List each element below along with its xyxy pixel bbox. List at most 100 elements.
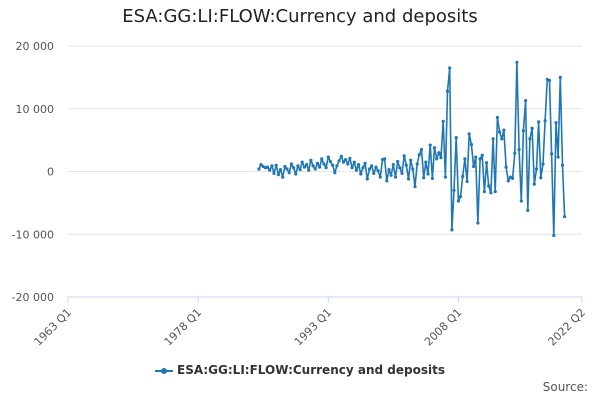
data-point[interactable] [294,172,298,176]
data-point[interactable] [404,163,408,167]
data-point[interactable] [348,156,352,160]
data-point[interactable] [426,172,430,176]
data-point[interactable] [283,164,287,169]
data-point[interactable] [370,164,374,168]
data-point[interactable] [424,160,428,164]
data-point[interactable] [265,165,270,169]
data-point[interactable] [465,179,469,184]
data-point[interactable] [437,151,441,155]
data-point[interactable] [274,163,278,167]
data-point[interactable] [480,153,484,157]
data-point[interactable] [495,115,499,120]
data-point[interactable] [374,165,378,169]
data-point[interactable] [361,166,365,170]
data-point[interactable] [445,89,450,93]
data-point[interactable] [504,165,508,169]
data-point[interactable] [547,78,552,83]
data-point[interactable] [315,161,319,165]
data-point[interactable] [491,137,495,141]
data-point[interactable] [415,162,419,166]
data-point[interactable] [389,173,393,177]
data-point[interactable] [257,167,261,171]
data-point[interactable] [402,154,406,158]
data-point[interactable] [502,128,506,132]
data-point[interactable] [352,160,356,164]
data-point[interactable] [378,175,382,179]
data-point[interactable] [367,167,372,171]
data-point[interactable] [411,167,415,171]
data-point[interactable] [406,177,411,181]
data-point[interactable] [400,171,404,175]
data-point[interactable] [307,168,311,172]
data-point[interactable] [541,162,545,166]
data-point[interactable] [478,157,482,161]
data-point[interactable] [393,175,398,179]
data-point[interactable] [539,176,543,180]
data-point[interactable] [428,143,432,147]
data-point[interactable] [331,163,335,167]
data-point[interactable] [519,199,523,203]
data-point[interactable] [500,137,504,141]
data-point[interactable] [554,121,558,125]
legend-series-label[interactable]: ESA:GG:LI:FLOW:Currency and deposits [177,363,445,377]
data-point[interactable] [359,172,363,176]
data-point[interactable] [337,159,341,163]
data-point[interactable] [532,182,536,186]
data-point[interactable] [278,168,283,172]
data-point[interactable] [543,119,547,123]
data-point[interactable] [558,75,562,79]
data-point[interactable] [430,176,434,180]
data-point[interactable] [552,233,556,238]
data-point[interactable] [419,147,424,152]
data-point[interactable] [528,137,532,141]
data-point[interactable] [537,120,541,124]
data-point[interactable] [485,161,489,165]
data-point[interactable] [432,146,437,150]
data-point[interactable] [387,168,391,172]
data-point[interactable] [285,167,289,171]
data-point[interactable] [472,164,476,169]
data-point[interactable] [534,167,539,171]
data-point[interactable] [443,175,447,179]
data-point[interactable] [517,147,521,152]
data-point[interactable] [439,156,443,160]
data-point[interactable] [309,158,313,162]
data-point[interactable] [357,163,361,167]
data-point[interactable] [322,162,326,166]
data-point[interactable] [454,136,458,140]
data-point[interactable] [530,126,534,130]
data-point[interactable] [350,166,354,170]
data-point[interactable] [289,162,293,166]
data-point[interactable] [493,190,497,194]
data-point[interactable] [550,152,554,156]
data-point[interactable] [450,228,454,232]
data-point[interactable] [346,162,350,166]
legend[interactable]: ESA:GG:LI:FLOW:Currency and deposits [0,363,600,377]
data-point[interactable] [469,142,473,147]
data-point[interactable] [354,168,358,172]
data-point[interactable] [524,99,528,103]
data-point[interactable] [435,157,439,161]
data-point[interactable] [452,188,456,192]
data-point[interactable] [365,177,369,181]
data-point[interactable] [461,174,465,179]
data-point[interactable] [339,154,343,158]
data-point[interactable] [281,175,285,179]
data-point[interactable] [448,66,452,70]
data-point[interactable] [335,164,339,168]
data-point[interactable] [302,165,306,169]
data-point[interactable] [413,185,417,189]
data-point[interactable] [385,179,389,183]
data-point[interactable] [563,215,567,219]
data-point[interactable] [417,153,421,157]
data-point[interactable] [276,173,280,177]
data-point[interactable] [318,165,322,169]
data-point[interactable] [272,171,276,175]
data-point[interactable] [396,159,400,164]
data-point[interactable] [296,164,300,168]
data-point[interactable] [458,195,463,199]
data-point[interactable] [383,157,387,161]
data-point[interactable] [409,158,413,162]
data-point[interactable] [441,119,445,123]
data-point[interactable] [556,155,560,159]
